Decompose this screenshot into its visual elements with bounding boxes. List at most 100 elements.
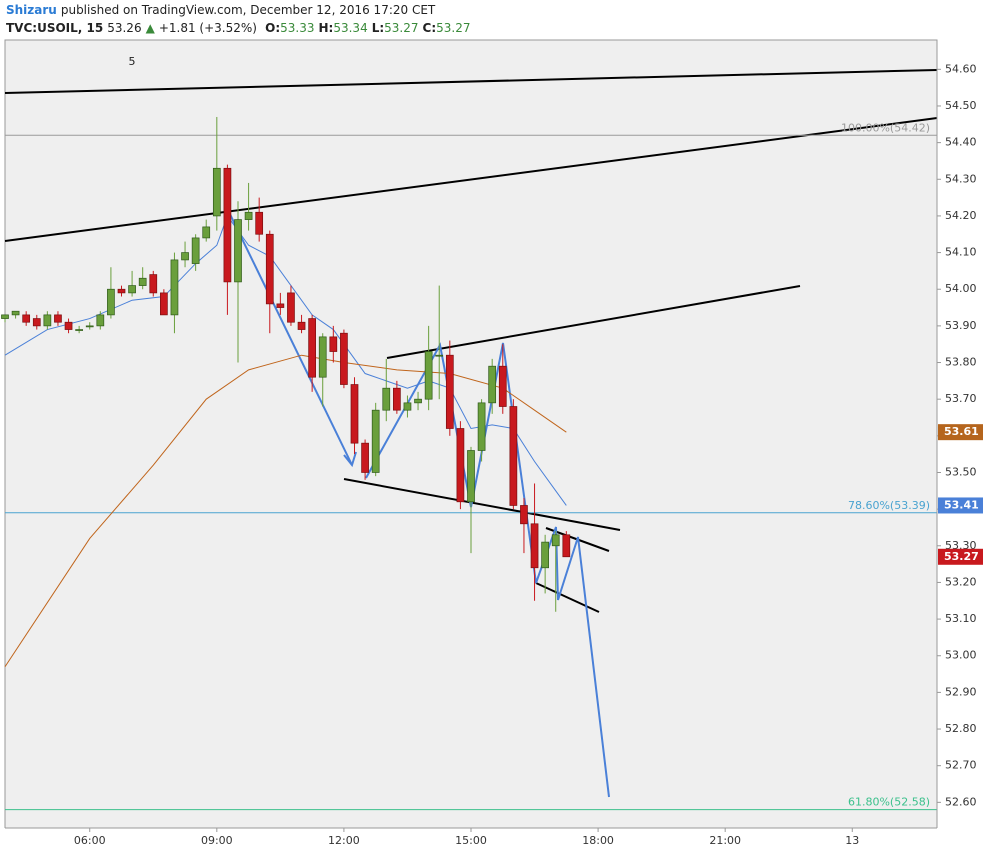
y-tick-label: 54.40 — [945, 136, 977, 149]
candle-body — [456, 428, 465, 503]
candle-body — [191, 237, 200, 264]
y-tick-label: 52.70 — [945, 759, 977, 772]
y-tick-label: 54.00 — [945, 282, 977, 295]
candle-body — [541, 541, 549, 569]
y-tick-label: 54.30 — [945, 172, 977, 185]
candle-body — [551, 534, 560, 547]
price-tag — [938, 548, 983, 565]
header-line: Shizaru published on TradingView.com, Dec… — [6, 3, 439, 17]
price-tag-label: 53.61 — [944, 425, 979, 438]
fib-label: 61.80%(52.58) — [848, 796, 930, 809]
candle-body — [255, 211, 264, 235]
x-tick-label: 18:00 — [582, 834, 614, 847]
candle-body — [467, 450, 475, 503]
ohlc-label: H: — [318, 21, 334, 35]
published: published on TradingView.com, December 1… — [60, 3, 436, 17]
candle-body — [393, 387, 401, 411]
candle-body — [202, 226, 211, 239]
y-tick-label: 52.90 — [945, 685, 977, 698]
price-tag-label: 53.27 — [944, 550, 979, 563]
symbol-line: TVC:USOIL, 15 53.26 ▲ +1.81 (+3.52%) O:53.3… — [6, 21, 478, 35]
y-tick-label: 54.60 — [945, 62, 977, 75]
ohlc-value: 53.27 — [384, 21, 419, 35]
candle-body — [212, 167, 221, 217]
candle-body — [414, 398, 422, 404]
trend-line — [343, 478, 621, 531]
candle-body — [54, 314, 62, 323]
ohlc: O:53.33 H:53.34 L:53.27 C:53.27 — [265, 21, 474, 35]
price-tag — [938, 424, 983, 441]
y-tick-label: 54.10 — [945, 246, 977, 259]
candle-body — [96, 314, 105, 327]
candle-body — [477, 402, 486, 451]
candle-body — [445, 354, 454, 429]
x-tick-label: 06:00 — [74, 834, 106, 847]
y-tick-label: 54.20 — [945, 209, 977, 222]
candle-body — [424, 351, 433, 400]
plot-area — [4, 39, 938, 829]
trend-line — [535, 582, 600, 613]
data-layer: 100.00%(54.42) 78.60%(53.39) 61.80%(52.58) — [1, 116, 937, 811]
candle-body — [32, 318, 41, 327]
ohlc-value: 53.34 — [333, 21, 368, 35]
candle-body — [318, 336, 327, 378]
y-tick-label: 53.90 — [945, 319, 977, 332]
candle-body — [488, 365, 497, 404]
candle-body — [382, 387, 391, 411]
y-tick-label: 53.70 — [945, 392, 977, 405]
x-tick-label: 09:00 — [201, 834, 233, 847]
candle-body — [297, 321, 306, 330]
candle-body — [520, 505, 528, 525]
candle-body — [371, 409, 380, 473]
trend-line — [4, 69, 938, 94]
ohlc-label: L: — [371, 21, 385, 35]
x-tick-label: 21:00 — [709, 834, 741, 847]
x-tick-label: 13 — [845, 834, 859, 847]
price-axis — [937, 40, 983, 856]
candle-body — [160, 292, 168, 316]
candle-body — [107, 288, 115, 316]
candle-body — [329, 336, 338, 352]
candle-body — [287, 292, 295, 323]
y-tick-label: 53.00 — [945, 649, 977, 662]
y-tick-label: 53.50 — [945, 465, 977, 478]
candle-body — [1, 314, 9, 319]
candle-body — [562, 534, 571, 558]
candle-body — [265, 233, 274, 305]
candle-body — [43, 314, 52, 327]
candle-body — [361, 442, 369, 473]
y-tick-label: 53.10 — [945, 612, 977, 625]
y-tick-label: 53.20 — [945, 575, 977, 588]
candle-body — [276, 303, 285, 308]
candle-body — [170, 259, 179, 316]
y-tick-label: 53.80 — [945, 356, 977, 369]
trend-line — [386, 285, 801, 359]
candle-body — [234, 219, 242, 283]
candle-body — [498, 365, 507, 407]
author[interactable]: Shizaru — [6, 3, 57, 17]
candle-body — [64, 321, 73, 330]
candle-body — [435, 354, 444, 357]
candle-body — [117, 288, 126, 294]
price-tag-label: 53.41 — [944, 498, 979, 511]
last-price: 53.26 — [107, 21, 142, 35]
time-axis — [0, 828, 983, 856]
ohlc-label: O: — [265, 21, 281, 35]
candle-body — [509, 406, 518, 506]
drawings — [4, 69, 938, 798]
y-tick-label: 52.80 — [945, 722, 977, 735]
symbol: TVC:USOIL, 15 — [6, 21, 104, 35]
x-tick-label: 12:00 — [328, 834, 360, 847]
change: +1.81 (+3.52%) — [158, 21, 257, 35]
candle-body — [340, 332, 348, 385]
candle-body — [244, 211, 253, 220]
candle-body — [22, 314, 31, 323]
ohlc-label: C: — [422, 21, 437, 35]
ohlc-value: 53.33 — [280, 21, 315, 35]
candle-body — [403, 402, 412, 411]
y-tick-label: 52.60 — [945, 795, 977, 808]
candle-body — [350, 384, 359, 444]
candle-body — [11, 310, 20, 316]
